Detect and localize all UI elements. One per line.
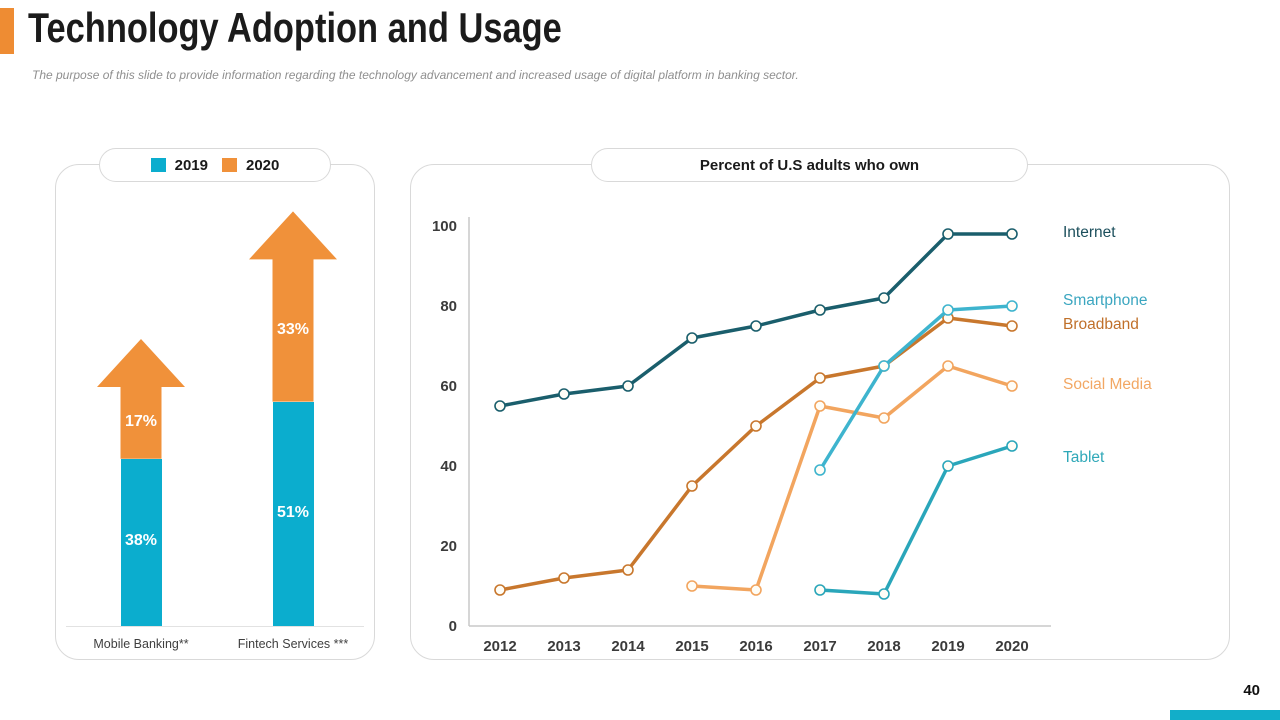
bar-chart-baseline (66, 626, 364, 627)
data-point-marker (814, 464, 826, 476)
data-point-marker (878, 292, 890, 304)
x-tick-label: 2018 (867, 638, 900, 655)
data-point-marker (1006, 380, 1018, 392)
data-point-marker (1006, 320, 1018, 332)
data-point-marker (494, 584, 506, 596)
y-tick-label: 20 (440, 538, 457, 555)
data-point-marker (814, 584, 826, 596)
data-point-marker (686, 332, 698, 344)
data-point-marker (814, 304, 826, 316)
bar-segment-2020-arrow (249, 211, 337, 402)
x-tick-label: 2014 (611, 638, 645, 655)
y-tick-label: 0 (449, 618, 457, 635)
data-point-marker (622, 380, 634, 392)
legend-label: 2019 (174, 156, 208, 174)
data-point-marker (942, 360, 954, 372)
data-point-marker (878, 588, 890, 600)
line-chart-title: Percent of U.S adults who own (591, 148, 1028, 182)
data-point-marker (814, 400, 826, 412)
data-point-marker (814, 372, 826, 384)
title-accent-bar (0, 8, 14, 54)
bar-segment-2020-arrow (97, 339, 185, 459)
x-tick-label: 2020 (995, 638, 1028, 655)
data-point-marker (878, 360, 890, 372)
x-tick-label: 2019 (931, 638, 964, 655)
line-series-tablet (818, 444, 1014, 596)
x-tick-label: 2013 (547, 638, 580, 655)
data-point-marker (686, 480, 698, 492)
series-label-smartphone: Smartphone (1063, 292, 1148, 309)
data-point-marker (622, 564, 634, 576)
x-tick-label: 2016 (739, 638, 772, 655)
data-point-marker (1006, 228, 1018, 240)
line-series-social-media (690, 364, 1014, 592)
y-tick-label: 100 (432, 218, 457, 235)
bar-value-label-2020: 17% (124, 412, 158, 430)
legend-swatch (150, 158, 166, 172)
bar-segment-2019 (272, 401, 314, 626)
y-tick-label: 40 (440, 458, 457, 475)
bar-chart-panel: 2019 2020 17% 38% Mobile Banking** 33% 51% Fin… (55, 148, 375, 660)
data-point-marker (942, 228, 954, 240)
bar-value-label-2019: 38% (124, 532, 158, 550)
data-point-marker (750, 420, 762, 432)
x-tick-label: 2012 (483, 638, 516, 655)
series-label-internet: Internet (1063, 224, 1116, 241)
data-point-marker (1006, 300, 1018, 312)
legend-swatch (222, 158, 237, 172)
bar-value-label-2019: 51% (276, 503, 310, 521)
line-series-broadband (498, 316, 1014, 592)
legend-item-2020: 2020 (222, 157, 279, 174)
series-label-tablet: Tablet (1063, 449, 1105, 466)
x-tick-label: 2015 (675, 638, 708, 655)
legend-item-2019: 2019 (150, 156, 208, 174)
legend-label: 2020 (246, 156, 280, 174)
data-point-marker (1006, 440, 1018, 452)
bar-category-label: Mobile Banking** (93, 637, 189, 651)
y-tick-label: 60 (440, 378, 457, 395)
bar-value-label-2020: 33% (276, 320, 310, 338)
data-point-marker (558, 572, 570, 584)
footer-accent-strip (1170, 710, 1280, 720)
data-point-marker (750, 584, 762, 596)
bar-segment-2019 (120, 458, 162, 626)
page-subtitle: The purpose of this slide to provide inf… (32, 68, 799, 82)
bar-category-label: Fintech Services *** (237, 637, 349, 651)
y-tick-label: 80 (440, 298, 457, 315)
line-chart-svg: 0 20 40 60 80 100 2012 2013 2014 2015 2016 2017 2018… (432, 217, 1051, 655)
data-point-marker (942, 304, 954, 316)
data-point-marker (878, 412, 890, 424)
line-series-smartphone (818, 304, 1014, 472)
series-label-social-media: Social Media (1063, 376, 1152, 393)
data-point-marker (494, 400, 506, 412)
line-chart-panel: Percent of U.S adults who own 0 20 40 60 80 1… (410, 148, 1230, 660)
bar-chart-legend: 2019 2020 (99, 148, 331, 182)
x-tick-label: 2017 (803, 638, 836, 655)
page-title: Technology Adoption and Usage (28, 4, 562, 51)
data-point-marker (686, 580, 698, 592)
data-point-marker (750, 320, 762, 332)
data-point-marker (558, 388, 570, 400)
data-point-marker (942, 460, 954, 472)
page-number: 40 (1243, 682, 1260, 699)
series-label-broadband: Broadband (1063, 316, 1139, 333)
